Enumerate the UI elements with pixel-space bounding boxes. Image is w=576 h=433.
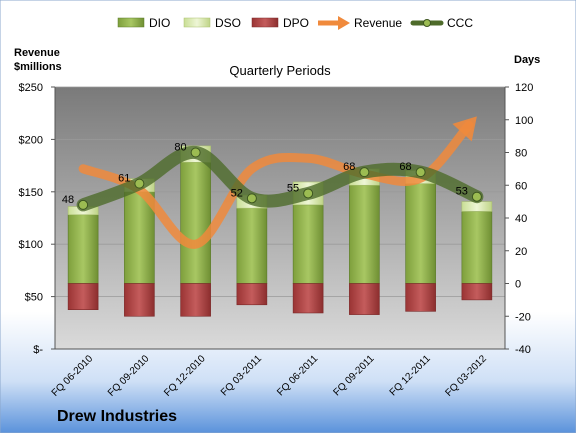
revenue-arrowhead xyxy=(452,116,477,142)
left-tick-label: $100 xyxy=(19,239,43,251)
right-tick-label: 20 xyxy=(515,246,527,258)
revenue-line xyxy=(78,120,474,249)
ccc-point xyxy=(359,167,370,178)
bar-dpo xyxy=(292,283,324,314)
legend-label-dio: DIO xyxy=(149,16,170,30)
ccc-point xyxy=(303,188,314,199)
ccc-data-label: 53 xyxy=(456,186,468,198)
left-tick-label: $- xyxy=(33,344,43,356)
bar-dpo xyxy=(67,283,99,311)
legend-label-dpo: DPO xyxy=(283,16,309,30)
bar-dio xyxy=(292,204,324,284)
bar-dio xyxy=(124,191,155,284)
bars-layer xyxy=(67,145,493,317)
lines-layer: 48 61 80 52 55 68 68 53 xyxy=(62,116,484,249)
bar-dio xyxy=(461,211,493,284)
bar-dio xyxy=(236,207,268,284)
legend-item-dso: DSO xyxy=(183,16,241,30)
right-tick-label: 80 xyxy=(515,148,527,160)
legend-swatch-dio xyxy=(117,17,145,28)
right-tick-label: -20 xyxy=(515,311,531,323)
left-tick-label: $250 xyxy=(19,82,43,94)
ccc-data-label: 68 xyxy=(399,161,411,173)
legend: DIO DSO DPO Revenue CCC xyxy=(117,16,473,30)
ccc-point xyxy=(78,199,89,210)
bar-dpo xyxy=(405,283,436,312)
legend-label-ccc: CCC xyxy=(447,16,473,30)
right-tick-label: 60 xyxy=(515,180,527,192)
chart-title: Quarterly Periods xyxy=(229,63,331,78)
ccc-data-label: 61 xyxy=(118,173,130,185)
bar-dpo xyxy=(349,283,380,315)
left-tick-label: $200 xyxy=(19,134,43,146)
bar-dpo xyxy=(180,283,211,317)
bar-dpo xyxy=(124,283,155,317)
ccc-data-label: 68 xyxy=(343,161,355,173)
legend-label-dso: DSO xyxy=(215,16,241,30)
ccc-data-label: 52 xyxy=(231,187,243,199)
legend-item-revenue: Revenue xyxy=(318,16,402,30)
bar-dpo xyxy=(236,283,268,306)
right-tick-label: 0 xyxy=(515,279,521,291)
ccc-line xyxy=(76,145,484,212)
legend-item-dio: DIO xyxy=(117,16,170,30)
left-axis-label-line2: $millions xyxy=(14,61,62,73)
left-tick-label: $50 xyxy=(25,292,43,304)
company-name: Drew Industries xyxy=(57,408,177,425)
right-tick-label: -40 xyxy=(515,344,531,356)
bar-dio xyxy=(349,184,380,284)
legend-marker-ccc-icon xyxy=(423,19,431,27)
right-tick-label: 40 xyxy=(515,213,527,225)
right-axis-label: Days xyxy=(514,54,540,66)
bar-dio xyxy=(67,214,99,284)
legend-swatch-dpo xyxy=(251,17,279,28)
legend-item-dpo: DPO xyxy=(251,16,309,30)
left-tick-label: $150 xyxy=(19,187,43,199)
legend-label-revenue: Revenue xyxy=(354,16,402,30)
ccc-point xyxy=(471,191,482,202)
bar-dio xyxy=(405,183,436,284)
bar-dio xyxy=(180,162,211,284)
ccc-data-label: 80 xyxy=(174,142,186,154)
plot-area xyxy=(55,87,505,349)
ccc-point xyxy=(134,178,145,189)
legend-swatch-dso xyxy=(183,17,211,28)
ccc-point xyxy=(246,193,257,204)
left-axis-label-line1: Revenue xyxy=(14,47,60,59)
legend-arrowhead-icon xyxy=(338,16,350,30)
ccc-point xyxy=(190,147,201,158)
ccc-point xyxy=(415,167,426,178)
ccc-data-label: 48 xyxy=(62,194,74,206)
ccc-data-label: 55 xyxy=(287,182,299,194)
legend-item-ccc: CCC xyxy=(410,16,473,30)
bar-dpo xyxy=(461,283,493,301)
right-tick-label: 100 xyxy=(515,115,533,127)
right-tick-label: 120 xyxy=(515,82,533,94)
